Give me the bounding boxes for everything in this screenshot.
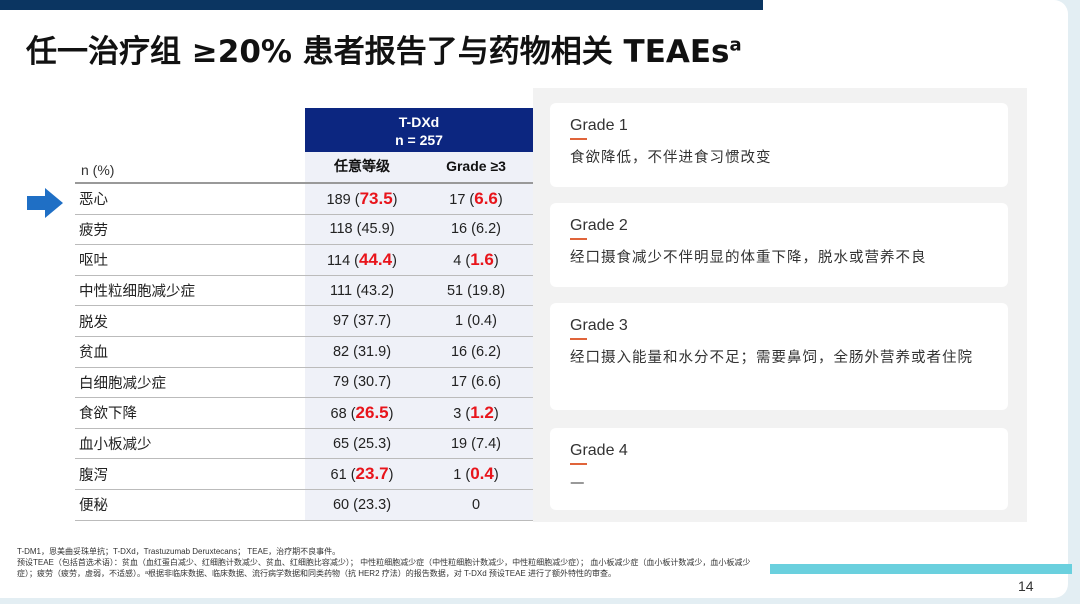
grade-card: Grade 4 — (550, 428, 1008, 510)
table-row: 白细胞减少症 79 (30.7) 17 (6.6) (75, 368, 533, 399)
grade3-cell: 16 (6.2) (450, 343, 501, 360)
page-title: 任一治疗组 ≥20% 患者报告了与药物相关 TEAEsa (26, 34, 742, 70)
grade-title: Grade 2 (570, 217, 628, 240)
table-row: 脱发 97 (37.7) 1 (0.4) (75, 306, 533, 337)
table-body: 恶心 189 (73.5) 17 (6.6) 疲劳 118 (45.9) 16 (6.2)… (75, 182, 533, 521)
grade3-cell: 51 (19.8) (446, 282, 506, 299)
event-name: 脱发 (79, 314, 108, 331)
grade3-cell: 16 (6.2) (450, 221, 501, 238)
table-row: 食欲下降 68 (26.5) 3 (1.2) (75, 398, 533, 429)
grade-card: Grade 2 经口摄食减少不伴明显的体重下降，脱水或营养不良 (550, 203, 1008, 287)
top-bar (0, 0, 763, 10)
group-header: T-DXd n = 257 (305, 108, 533, 152)
any-grade-cell: 79 (30.7) (332, 374, 392, 391)
grade-title: Grade 3 (570, 317, 628, 340)
event-name: 白细胞减少症 (79, 375, 166, 392)
grade-desc: — (570, 475, 586, 491)
grade-desc: 食欲降低，不伴进食习惯改变 (570, 150, 772, 166)
grade3-cell: 17 (6.6) (450, 374, 501, 391)
unit-label: n (%) (81, 162, 115, 178)
any-grade-cell: 61 (23.7) (330, 464, 394, 484)
table-row: 贫血 82 (31.9) 16 (6.2) (75, 337, 533, 368)
footnote: T-DM1，恩美曲妥珠单抗；T-DXd，Trastuzumab Deruxtec… (17, 546, 757, 579)
grade-title: Grade 1 (570, 117, 628, 140)
grade-card: Grade 3 经口摄入能量和水分不足；需要鼻饲，全肠外营养或者住院 (550, 303, 1008, 410)
grade3-cell: 4 (1.6) (453, 249, 499, 269)
any-grade-cell: 97 (37.7) (332, 313, 392, 330)
any-grade-cell: 111 (43.2) (330, 282, 394, 299)
any-grade-cell: 68 (26.5) (330, 402, 394, 422)
event-name: 疲劳 (79, 222, 108, 239)
any-grade-cell: 189 (73.5) (326, 188, 398, 208)
grade-desc: 经口摄食减少不伴明显的体重下降，脱水或营养不良 (570, 250, 927, 266)
table-row: 疲劳 118 (45.9) 16 (6.2) (75, 215, 533, 246)
table-row: 中性粒细胞减少症 111 (43.2) 51 (19.8) (75, 276, 533, 307)
grade3-cell: 17 (6.6) (449, 188, 503, 208)
footnote-line: 预设TEAE（包括首选术语）：贫血（血红蛋白减少、红细胞计数减少、贫血、红细胞比… (17, 558, 751, 578)
any-grade-cell: 118 (45.9) (329, 221, 395, 238)
event-name: 血小板减少 (79, 437, 152, 454)
footnote-line: T-DM1，恩美曲妥珠单抗；T-DXd，Trastuzumab Deruxtec… (17, 547, 341, 556)
col-header-any: 任意等级 (334, 158, 390, 174)
grade3-cell: 3 (1.2) (453, 402, 499, 422)
any-grade-cell: 65 (25.3) (332, 435, 392, 452)
grade-card: Grade 1 食欲降低，不伴进食习惯改变 (550, 103, 1008, 187)
page-number: 14 (1018, 578, 1034, 594)
event-name: 呕吐 (79, 253, 108, 270)
event-name: 恶心 (79, 192, 108, 209)
grade3-cell: 0 (471, 496, 481, 513)
table-row: 便秘 60 (23.3) 0 (75, 490, 533, 521)
table-row: 呕吐 114 (44.4) 4 (1.6) (75, 245, 533, 276)
event-name: 腹泻 (79, 467, 108, 484)
event-name: 食欲下降 (79, 406, 137, 423)
grade3-cell: 1 (0.4) (455, 313, 497, 330)
event-name: 贫血 (79, 345, 108, 362)
event-name: 中性粒细胞减少症 (79, 284, 195, 301)
grade-panel: Grade 1 食欲降低，不伴进食习惯改变 Grade 2 经口摄食减少不伴明显的体… (533, 88, 1027, 522)
table-row: 腹泻 61 (23.7) 1 (0.4) (75, 459, 533, 490)
grade3-cell: 1 (0.4) (453, 464, 499, 484)
grade-desc: 经口摄入能量和水分不足；需要鼻饲，全肠外营养或者住院 (570, 350, 973, 366)
event-name: 便秘 (79, 498, 108, 515)
any-grade-cell: 114 (44.4) (327, 249, 397, 269)
grade3-cell: 19 (7.4) (450, 435, 501, 452)
arrow-right-icon (27, 188, 63, 218)
col-header-g3: Grade ≥3 (446, 158, 506, 174)
any-grade-cell: 82 (31.9) (332, 343, 392, 360)
table-row: 血小板减少 65 (25.3) 19 (7.4) (75, 429, 533, 460)
any-grade-cell: 60 (23.3) (332, 496, 392, 513)
accent-bar (770, 564, 1072, 574)
grade-title: Grade 4 (570, 442, 628, 465)
table-row: 恶心 189 (73.5) 17 (6.6) (75, 184, 533, 215)
